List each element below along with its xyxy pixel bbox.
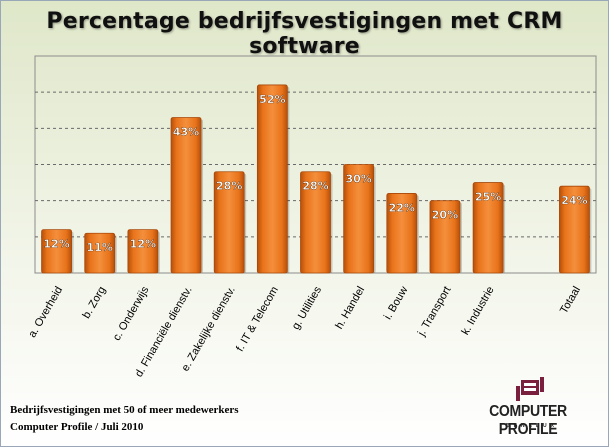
x-tick-label: i. Bouw xyxy=(382,284,410,321)
bar xyxy=(559,185,590,274)
bar-value-label: 22% xyxy=(389,201,415,214)
data-labels: 12% 11% 12% 43% 28% 52% 28% 30% 22% 20% 25% 24% xyxy=(43,93,588,255)
bar xyxy=(127,229,159,274)
x-tick-label: b. Zorg xyxy=(81,285,109,321)
bar xyxy=(386,193,418,274)
x-tick-label: k. Industrie xyxy=(459,284,496,337)
bar xyxy=(84,232,116,274)
bar-value-label: 28% xyxy=(216,180,242,193)
logo-mark-icon xyxy=(516,377,544,401)
x-tick-label: h. Handel xyxy=(333,285,367,332)
bar-value-label: 12% xyxy=(130,238,156,251)
bar xyxy=(429,200,461,274)
bar-value-label: 30% xyxy=(345,173,371,186)
x-tick-label: c. Onderwijs xyxy=(111,284,152,343)
bar-value-label: 12% xyxy=(43,238,69,251)
bar xyxy=(300,171,331,274)
chart-footnote: Bedrijfsvestigingen met 50 of meer medew… xyxy=(10,402,239,436)
computer-profile-logo: COMPUTER PROFILE BENELUX xyxy=(468,377,588,438)
bar-value-label: 11% xyxy=(87,241,113,254)
bar-value-label: 28% xyxy=(302,180,328,193)
bar-value-label: 52% xyxy=(259,93,285,106)
bar-value-label: 25% xyxy=(475,191,501,204)
logo-subtitle: BENELUX xyxy=(506,423,558,429)
x-tick-label: j. Transport xyxy=(415,285,453,340)
bar-value-label: 24% xyxy=(561,194,587,207)
logo-name: COMPUTER PROFILE xyxy=(489,403,567,438)
x-tick-label: g. Utilities xyxy=(290,284,324,332)
footnote-line-2: Computer Profile / Juli 2010 xyxy=(10,421,144,433)
bar xyxy=(343,164,375,274)
x-tick-label: a. Overheid xyxy=(26,285,65,340)
bar-value-label: 43% xyxy=(173,125,199,138)
bar xyxy=(41,229,72,274)
bar xyxy=(472,182,504,274)
x-tick-label: f. IT & Telecom xyxy=(234,285,281,354)
bar xyxy=(170,117,202,274)
bar-value-label: 20% xyxy=(432,209,458,222)
chart-title: Percentage bedrijfsvestigingen met CRM s… xyxy=(46,9,563,59)
x-tick-label: Totaal xyxy=(558,285,583,316)
footnote-line-1: Bedrijfsvestigingen met 50 of meer medew… xyxy=(10,404,239,416)
bar xyxy=(256,84,288,274)
bar xyxy=(213,171,245,274)
bars xyxy=(41,84,592,274)
